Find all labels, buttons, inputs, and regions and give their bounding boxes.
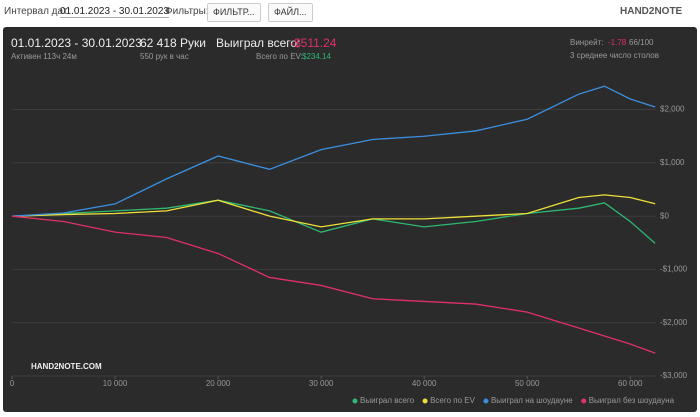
legend-marker <box>483 398 489 404</box>
ev-label: Всего по EV: <box>256 52 303 61</box>
y-tick-label: -$2,000 <box>660 318 688 327</box>
active: Активен 113ч 24м <box>11 52 77 61</box>
legend-marker <box>352 398 358 404</box>
y-tick-label: -$3,000 <box>660 371 688 380</box>
x-tick-label: 30 000 <box>309 379 334 388</box>
x-tick-label: 0 <box>10 379 15 388</box>
legend-label: Выиграл без шоудауна <box>589 396 675 405</box>
chart: $2,000 $1,000 $0 -$1,000 -$2,000 -$3,000 0 10 0… <box>10 85 688 405</box>
legend-marker <box>581 398 587 404</box>
tables: 3 среднее число столов <box>570 51 659 60</box>
series-line <box>11 194 656 228</box>
x-tick-label: 50 000 <box>515 379 540 388</box>
interval-label: Интервал дат: <box>4 6 71 17</box>
won-label: Выиграл всего: <box>216 36 301 50</box>
winrate-per: 66/100 <box>629 38 654 47</box>
series-line <box>11 199 656 244</box>
y-tick-label: $0 <box>660 211 669 220</box>
y-tick-label: $2,000 <box>660 105 685 114</box>
period: 01.01.2023 - 30.01.2023 <box>11 36 142 50</box>
series-line <box>11 85 656 217</box>
winrate-label: Винрейт: <box>570 38 604 47</box>
winrate: -1.78 <box>608 38 627 47</box>
ev: $234.14 <box>302 52 331 61</box>
hands-per-hour: 550 рук в час <box>140 52 189 61</box>
x-tick-label: 40 000 <box>412 379 437 388</box>
date-picker[interactable]: 01.01.2023 - 30.01.2023 <box>60 6 169 18</box>
filters-label: Фильтры: <box>165 6 209 17</box>
legend-label: Выиграл всего <box>360 396 415 405</box>
legend-label: Всего по EV <box>430 396 476 405</box>
x-tick-label: 20 000 <box>206 379 231 388</box>
x-tick-label: 10 000 <box>103 379 128 388</box>
won: -$511.24 <box>290 36 337 50</box>
x-tick-label: 60 000 <box>618 379 643 388</box>
filter-button[interactable]: ФИЛЬТР... <box>207 3 261 22</box>
legend-marker <box>422 398 428 404</box>
y-tick-label: -$1,000 <box>660 265 688 274</box>
file-button[interactable]: ФАЙЛ... <box>268 3 313 22</box>
hands: 62 418 Руки <box>140 36 206 50</box>
logo: HAND2NOTE <box>620 6 683 17</box>
watermark: HAND2NOTE.COM <box>31 362 102 371</box>
series-line <box>11 215 656 354</box>
y-tick-label: $1,000 <box>660 158 685 167</box>
panel: 01.01.2023 - 30.01.2023 Активен 113ч 24м… <box>3 27 697 412</box>
legend-label: Выиграл на шоудауне <box>491 396 573 405</box>
